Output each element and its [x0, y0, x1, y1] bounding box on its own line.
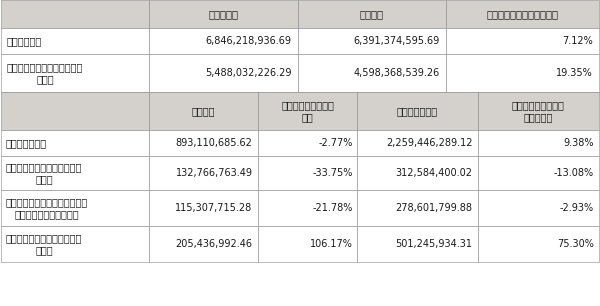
- Bar: [1, 226, 149, 262]
- Bar: [478, 92, 599, 130]
- Bar: [149, 190, 257, 226]
- Bar: [1, 54, 149, 92]
- Text: 本报告期末比上年度末增减: 本报告期末比上年度末增减: [487, 9, 559, 19]
- Text: 7.12%: 7.12%: [562, 36, 593, 46]
- Text: 归属于上市公司股东的净利润
（元）: 归属于上市公司股东的净利润 （元）: [6, 162, 82, 184]
- Bar: [1, 130, 149, 156]
- Text: 经营活动产生的现金流量净额
（元）: 经营活动产生的现金流量净额 （元）: [6, 233, 82, 255]
- Bar: [257, 92, 358, 130]
- Bar: [478, 156, 599, 190]
- Text: 本报告期: 本报告期: [191, 106, 215, 116]
- Text: 5,488,032,226.29: 5,488,032,226.29: [205, 68, 292, 78]
- Text: 本报告期比上年同期
增减: 本报告期比上年同期 增减: [281, 100, 334, 122]
- Text: 归属于上市公司股东的净资产
（元）: 归属于上市公司股东的净资产 （元）: [7, 62, 83, 84]
- Bar: [298, 54, 446, 92]
- Bar: [358, 92, 478, 130]
- Bar: [1, 92, 149, 130]
- Text: 6,391,374,595.69: 6,391,374,595.69: [353, 36, 440, 46]
- Bar: [257, 130, 358, 156]
- Text: 归属于上市公司股东的扣除非经
常性损益的净利润（元）: 归属于上市公司股东的扣除非经 常性损益的净利润（元）: [6, 197, 88, 219]
- Text: 4,598,368,539.26: 4,598,368,539.26: [353, 68, 440, 78]
- Bar: [446, 28, 599, 54]
- Bar: [358, 130, 478, 156]
- Bar: [446, 54, 599, 92]
- Bar: [149, 0, 298, 28]
- Text: 上年度末: 上年度末: [360, 9, 384, 19]
- Bar: [149, 226, 257, 262]
- Bar: [1, 262, 599, 306]
- Text: 115,307,715.28: 115,307,715.28: [175, 203, 253, 213]
- Bar: [298, 0, 446, 28]
- Bar: [358, 226, 478, 262]
- Text: 132,766,763.49: 132,766,763.49: [176, 168, 253, 178]
- Text: 6,846,218,936.69: 6,846,218,936.69: [206, 36, 292, 46]
- Bar: [149, 92, 257, 130]
- Bar: [257, 156, 358, 190]
- Bar: [446, 0, 599, 28]
- Text: 893,110,685.62: 893,110,685.62: [176, 138, 253, 148]
- Bar: [478, 130, 599, 156]
- Bar: [149, 156, 257, 190]
- Bar: [478, 226, 599, 262]
- Text: 75.30%: 75.30%: [557, 239, 594, 249]
- Text: -13.08%: -13.08%: [554, 168, 594, 178]
- Bar: [257, 190, 358, 226]
- Bar: [478, 190, 599, 226]
- Text: 19.35%: 19.35%: [556, 68, 593, 78]
- Text: -21.78%: -21.78%: [312, 203, 352, 213]
- Text: 年初至报告期末: 年初至报告期末: [397, 106, 438, 116]
- Text: 9.38%: 9.38%: [563, 138, 594, 148]
- Bar: [358, 190, 478, 226]
- Bar: [358, 156, 478, 190]
- Text: 278,601,799.88: 278,601,799.88: [395, 203, 473, 213]
- Bar: [298, 28, 446, 54]
- Text: 501,245,934.31: 501,245,934.31: [395, 239, 473, 249]
- Bar: [1, 156, 149, 190]
- Bar: [149, 28, 298, 54]
- Text: -2.77%: -2.77%: [318, 138, 352, 148]
- Bar: [149, 54, 298, 92]
- Bar: [1, 28, 149, 54]
- Bar: [1, 0, 149, 28]
- Text: 312,584,400.02: 312,584,400.02: [395, 168, 473, 178]
- Text: 年初至报告期末比上
年同期增减: 年初至报告期末比上 年同期增减: [512, 100, 565, 122]
- Bar: [149, 130, 257, 156]
- Text: 2,259,446,289.12: 2,259,446,289.12: [386, 138, 473, 148]
- Text: -2.93%: -2.93%: [560, 203, 594, 213]
- Bar: [257, 226, 358, 262]
- Text: 营业收入（元）: 营业收入（元）: [6, 138, 47, 148]
- Text: 205,436,992.46: 205,436,992.46: [176, 239, 253, 249]
- Text: 106.17%: 106.17%: [310, 239, 352, 249]
- Text: -33.75%: -33.75%: [312, 168, 352, 178]
- Bar: [1, 190, 149, 226]
- Text: 总资产（元）: 总资产（元）: [7, 36, 42, 46]
- Text: 本报告期末: 本报告期末: [208, 9, 238, 19]
